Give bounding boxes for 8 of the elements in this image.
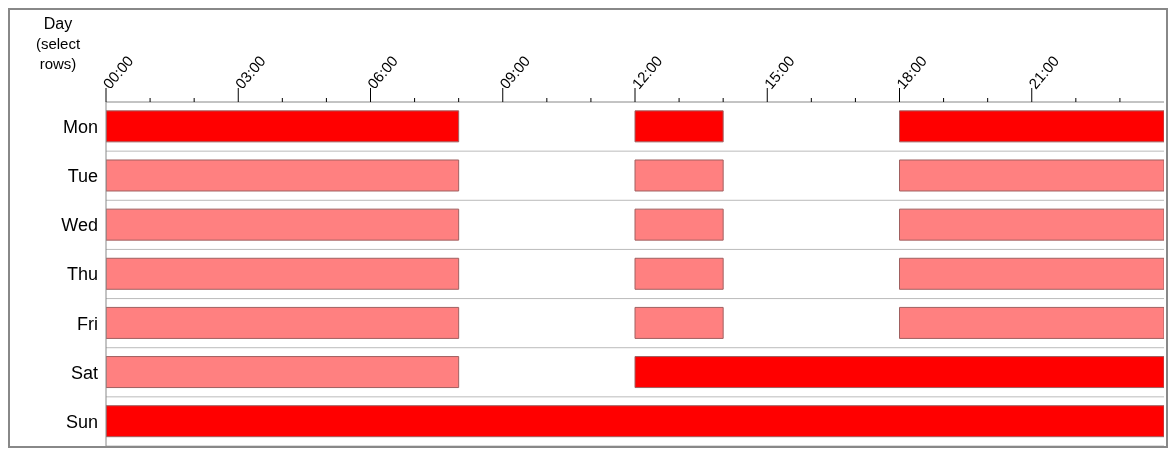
y-tick-label: Sat	[70, 362, 98, 383]
y-tick-label: Thu	[66, 264, 98, 285]
y-tick-label: Fri	[77, 313, 98, 334]
y-tick-label: Wed	[61, 215, 98, 236]
y-tick-label: Sun	[65, 411, 98, 432]
y-tick-label: Tue	[67, 166, 98, 187]
y-tick-label: Mon	[62, 116, 98, 137]
y-axis-title: Day (select rows)	[34, 14, 82, 72]
